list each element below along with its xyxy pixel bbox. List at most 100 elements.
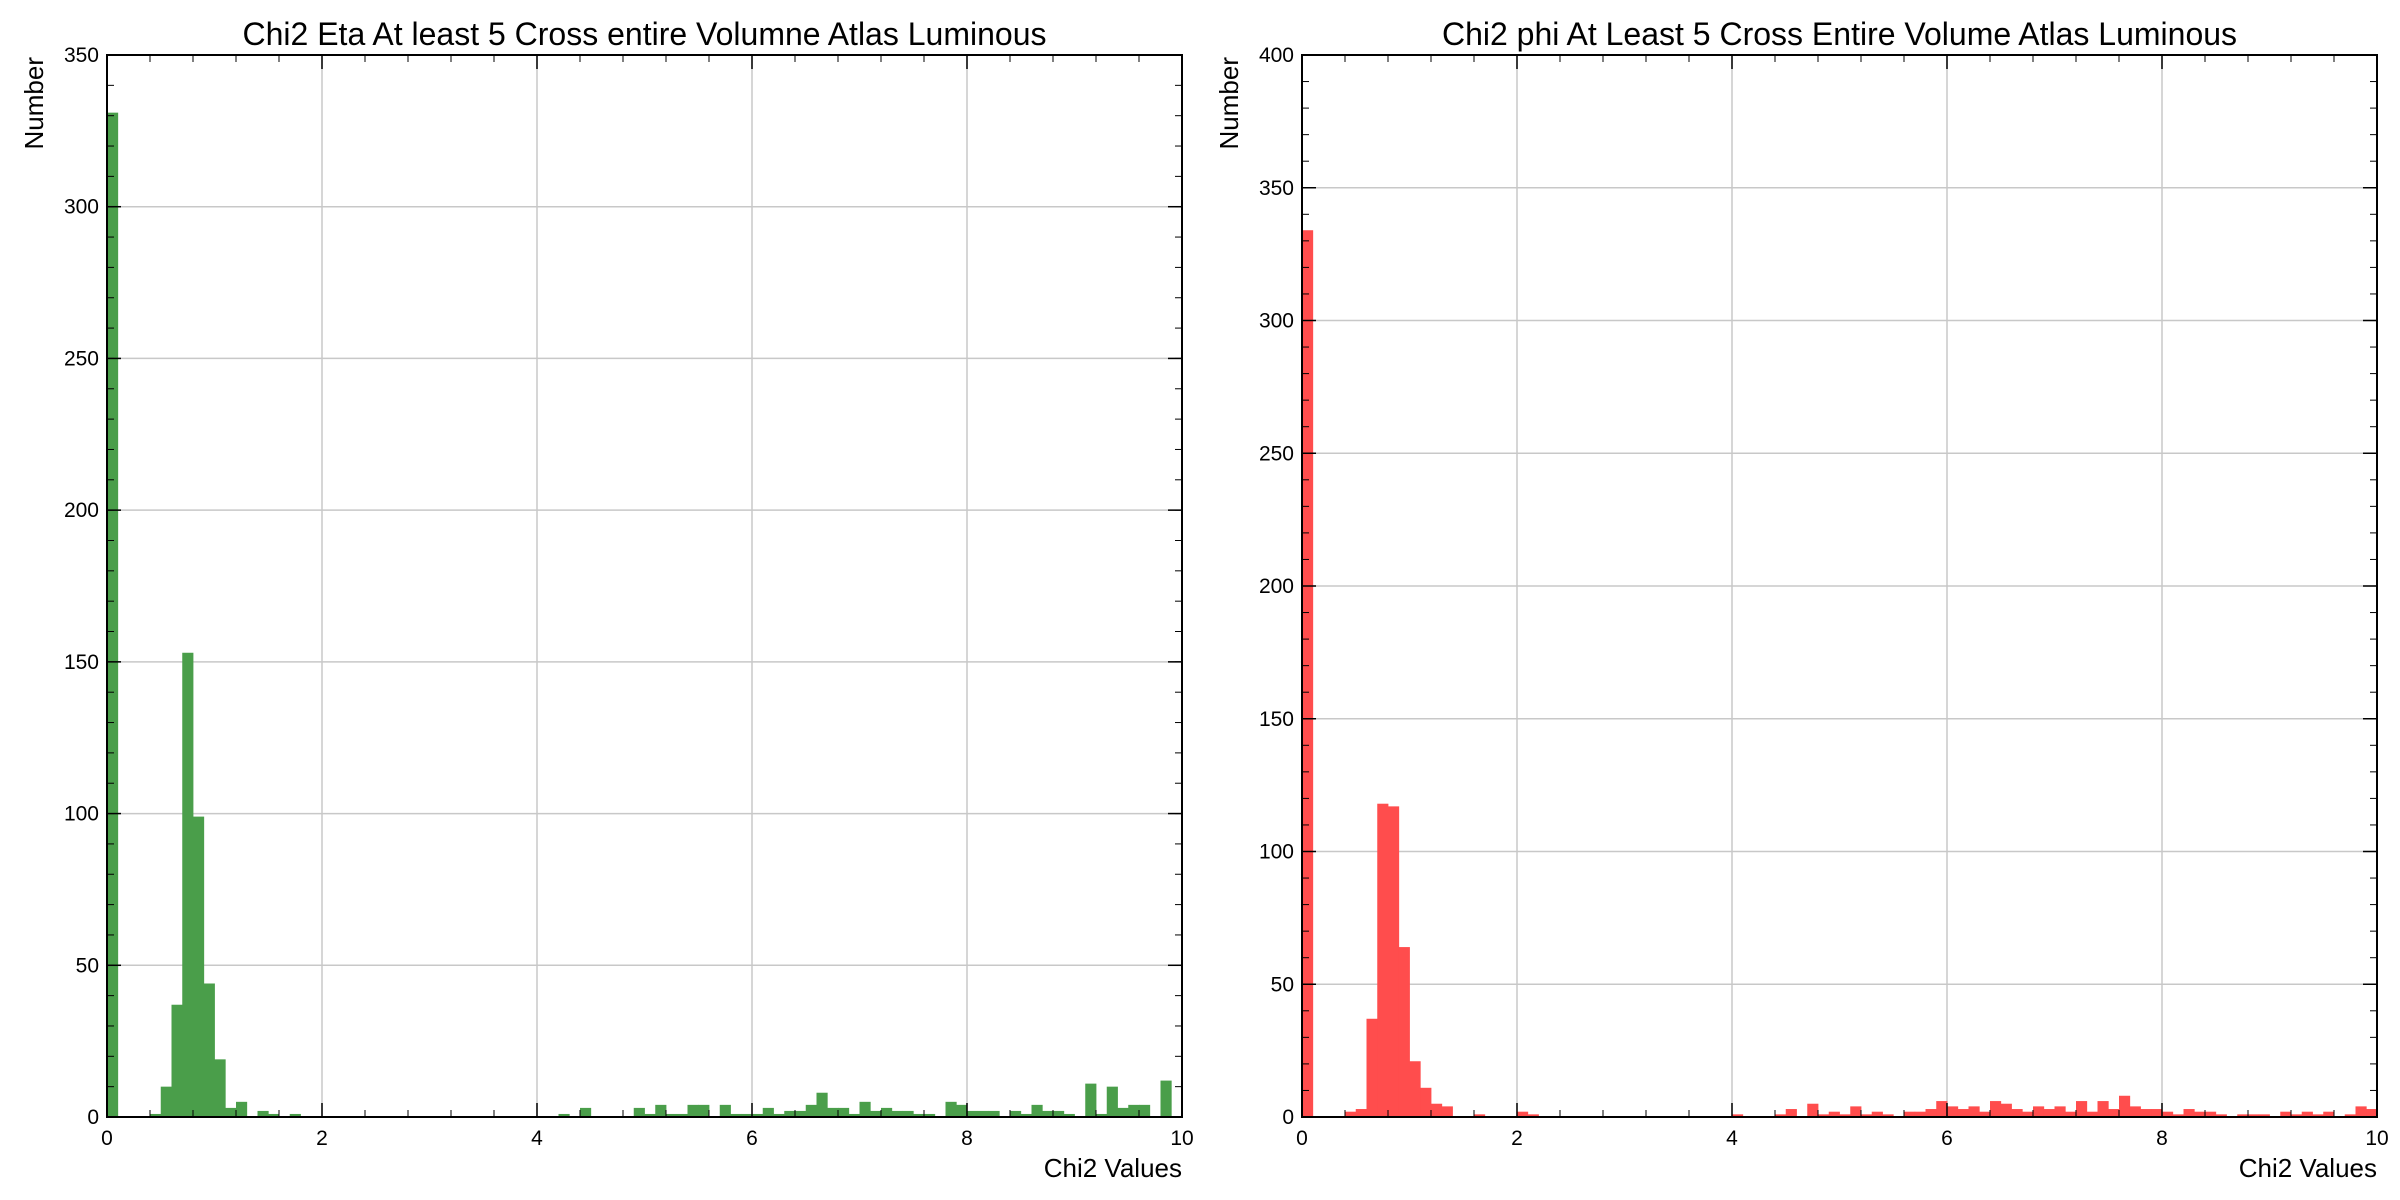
histogram-bar [1377, 803, 1389, 1117]
histogram-bar [1957, 1109, 1969, 1117]
histogram-bar [891, 1110, 903, 1117]
histogram-bar [150, 1113, 162, 1117]
histogram-bar [698, 1104, 710, 1117]
histogram-bar [1160, 1080, 1172, 1117]
histogram-bar [289, 1113, 301, 1117]
histogram-bar [1053, 1110, 1065, 1117]
histogram-bar [924, 1113, 936, 1117]
x-tick-label: 4 [1726, 1127, 1738, 1150]
histogram-bar [977, 1110, 989, 1117]
plot-frame [106, 54, 1183, 1118]
histogram-bar [1096, 1113, 1108, 1117]
x-tick-label: 8 [961, 1127, 973, 1150]
histogram-bar [859, 1101, 871, 1117]
histogram-bar [762, 1107, 774, 1117]
histogram-bar [193, 816, 205, 1117]
histogram-bar [2237, 1114, 2249, 1117]
histogram-bar [1785, 1109, 1797, 1117]
histogram-bar [1128, 1104, 1140, 1117]
chart-title: Chi2 Eta At least 5 Cross entire Volumne… [243, 16, 1047, 52]
histogram-bar [171, 1004, 183, 1117]
histogram-bar [1861, 1114, 1873, 1117]
histogram-bar [214, 1059, 226, 1117]
histogram-bar [902, 1110, 914, 1117]
histogram-bar [2162, 1111, 2174, 1117]
histogram-bar [1850, 1106, 1862, 1117]
histogram-bar [1117, 1107, 1129, 1117]
histogram-bar [719, 1104, 731, 1117]
histogram-bar [730, 1113, 742, 1117]
histogram-bar [2065, 1111, 2077, 1117]
x-axis-label: Chi2 Values [2239, 1153, 2377, 1183]
x-tick-label: 0 [1296, 1127, 1308, 1150]
histogram-bar [1010, 1110, 1022, 1117]
y-tick-label: 400 [1259, 44, 1294, 67]
histogram-bar [848, 1113, 860, 1117]
histogram-bar [1947, 1106, 1959, 1117]
histogram-bar [1085, 1083, 1097, 1117]
histogram-bar [2366, 1109, 2378, 1117]
histogram-bar [2043, 1109, 2055, 1117]
histogram-bar [2258, 1114, 2270, 1117]
y-tick-label: 300 [64, 196, 99, 219]
histogram-bar [2301, 1111, 2313, 1117]
histogram-bar [1345, 1111, 1357, 1117]
histogram-bar [225, 1107, 237, 1117]
histogram-bar [1031, 1104, 1043, 1117]
histogram-bar [1020, 1113, 1032, 1117]
histogram-bar [1420, 1087, 1432, 1117]
histogram-bar [558, 1113, 570, 1117]
histogram-bar [2119, 1095, 2131, 1117]
histogram-bar [2183, 1109, 2195, 1117]
histogram-bar [1302, 230, 1314, 1118]
histogram-bar [2054, 1106, 2066, 1117]
histogram-bar [1936, 1101, 1948, 1117]
histogram-bar [2355, 1106, 2367, 1117]
histogram-bar [2140, 1109, 2152, 1117]
y-tick-label: 350 [64, 44, 99, 67]
x-tick-label: 6 [746, 1127, 758, 1150]
histogram-bar [784, 1110, 796, 1117]
histogram-bar [1441, 1106, 1453, 1117]
x-tick-label: 8 [2156, 1127, 2168, 1150]
y-tick-label: 200 [64, 499, 99, 522]
histogram-bar [1409, 1061, 1421, 1117]
histogram-bar [666, 1113, 678, 1117]
plot-area [106, 54, 1183, 1118]
histogram-bar [1398, 947, 1410, 1117]
histogram-bar [1388, 806, 1400, 1117]
histogram-bar [988, 1110, 1000, 1117]
histogram-bar [2151, 1109, 2163, 1117]
y-tick-label: 200 [1259, 575, 1294, 598]
histogram-bar [2033, 1106, 2045, 1117]
histogram-bar [913, 1113, 925, 1117]
x-tick-label: 2 [316, 1127, 328, 1150]
y-tick-label: 150 [1259, 708, 1294, 731]
x-tick-label: 6 [1941, 1127, 1953, 1150]
histogram-bar [2086, 1111, 2098, 1117]
histogram-bar [182, 652, 194, 1117]
histogram-bar [2097, 1101, 2109, 1117]
histogram-bar [1106, 1086, 1118, 1117]
histogram-bar [1839, 1114, 1851, 1117]
histogram-bar [2323, 1111, 2335, 1117]
histogram-bar [2344, 1114, 2356, 1117]
histogram-bar [2248, 1114, 2260, 1117]
histogram-bar [773, 1113, 785, 1117]
histogram-bar [1355, 1109, 1367, 1117]
histogram-bar [752, 1113, 764, 1117]
histogram-bar [160, 1086, 172, 1117]
histogram-bar [236, 1101, 248, 1117]
histogram-bar [2011, 1109, 2023, 1117]
histogram-bar [881, 1107, 893, 1117]
histogram-bar [1366, 1018, 1378, 1117]
y-tick-label: 100 [1259, 841, 1294, 864]
histogram-bar [268, 1113, 280, 1117]
histogram-bar [1474, 1114, 1486, 1117]
histogram-bar [1775, 1114, 1787, 1117]
histogram-bar [2172, 1114, 2184, 1117]
x-tick-label: 10 [2365, 1127, 2388, 1150]
histogram-bar [2129, 1106, 2141, 1117]
histogram-bar [1871, 1111, 1883, 1117]
